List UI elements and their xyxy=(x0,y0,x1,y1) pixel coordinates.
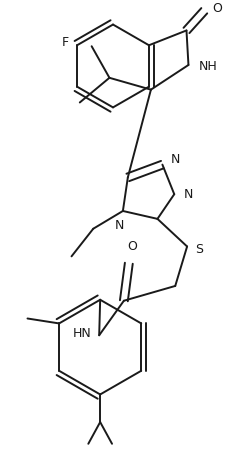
Text: O: O xyxy=(211,2,221,15)
Text: O: O xyxy=(126,240,136,253)
Text: N: N xyxy=(170,153,179,166)
Text: N: N xyxy=(183,188,193,201)
Text: HN: HN xyxy=(72,327,91,340)
Text: N: N xyxy=(115,219,124,232)
Text: S: S xyxy=(194,243,202,256)
Text: NH: NH xyxy=(197,60,216,74)
Text: F: F xyxy=(62,36,69,49)
